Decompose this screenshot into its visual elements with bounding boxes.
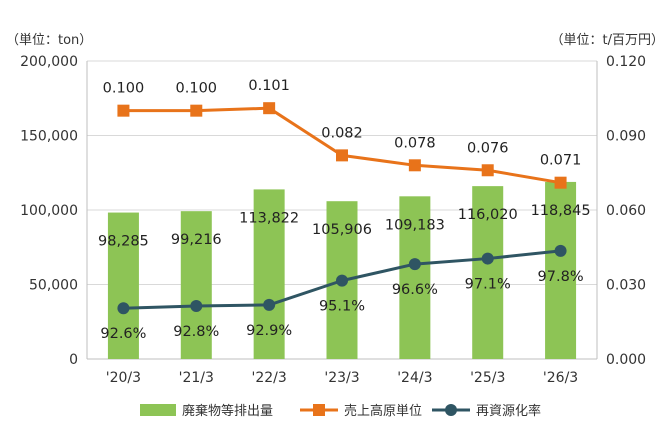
y-left-tick-label: 100,000 [20,203,78,219]
y-right-tick-label: 0.090 [606,129,646,145]
line-series [117,102,567,315]
y-right-tick-label: 0.000 [606,352,646,368]
y-left-tick-label: 200,000 [20,54,78,70]
data-label-bar: 113,822 [239,210,299,226]
bar [472,186,504,359]
data-label-bar: 109,183 [385,217,445,233]
legend-label: 廃棄物等排出量 [182,403,273,419]
x-tick-label: '26/3 [543,370,578,386]
point-marker [481,164,494,177]
x-tick-label: '25/3 [470,370,505,386]
bar [545,181,577,359]
bar [253,189,285,359]
x-tick-label: '23/3 [324,370,359,386]
data-label-recycle: 97.1% [465,277,511,293]
data-label-bar: 105,906 [312,222,372,238]
data-label-recycle: 95.1% [319,299,365,315]
data-label-recycle: 92.9% [246,323,292,339]
data-label-bar: 118,845 [531,203,591,219]
bars-waste-output [107,181,577,359]
data-label-unit: 0.076 [467,140,509,156]
y-left-tick-label: 150,000 [20,129,78,145]
data-label-unit: 0.100 [103,81,145,97]
point-marker [336,274,348,287]
data-label-unit: 0.100 [176,81,218,97]
data-labels: 98,285 99,216 113,822 105,906 109,183 116,020… [98,78,591,342]
legend-label: 再資源化率 [476,403,541,419]
data-label-bar: 98,285 [98,234,149,250]
data-label-recycle: 97.8% [538,269,584,285]
point-marker [408,258,421,271]
x-tick-label: '24/3 [397,370,432,386]
bar [180,211,212,359]
y-left-tick-label: 0 [69,352,78,368]
data-label-unit: 0.071 [540,153,582,169]
point-marker [336,149,348,162]
point-marker [554,244,567,257]
data-label-unit: 0.082 [321,125,363,141]
data-label-recycle: 92.6% [100,326,146,342]
data-label-bar: 116,020 [458,207,518,223]
legend-swatch-bar [140,404,176,416]
right-axis-unit: （単位：t/百万円） [551,32,664,48]
y-left-tick-label: 50,000 [29,278,78,294]
axes: 0 50,000 100,000 150,000 200,000 0.000 0.030 0.… [20,54,646,386]
point-marker [481,252,494,265]
data-label-unit: 0.078 [394,135,436,151]
left-axis-unit: （単位：ton） [6,32,92,48]
point-marker [554,176,567,189]
point-marker [263,298,276,311]
legend-swatch-marker [313,404,325,416]
bar [399,196,431,359]
data-label-recycle: 96.6% [392,282,438,298]
bar [107,212,139,359]
data-label-unit: 0.101 [248,78,290,94]
y-right-tick-label: 0.060 [606,203,646,219]
y-right-tick-label: 0.120 [606,54,646,70]
data-label-bar: 99,216 [171,232,222,248]
point-marker [117,104,130,117]
y-right-tick-label: 0.030 [606,278,646,294]
point-marker [263,102,276,115]
x-tick-label: '22/3 [251,370,286,386]
point-marker [117,302,130,315]
x-tick-label: '20/3 [106,370,141,386]
point-marker [190,104,203,117]
point-marker [408,159,421,172]
legend-label: 売上高原単位 [344,403,422,419]
point-marker [190,300,203,313]
legend: 廃棄物等排出量 売上高原単位 再資源化率 [140,403,541,419]
x-tick-label: '21/3 [179,370,214,386]
data-label-recycle: 92.8% [173,324,219,340]
legend-swatch-marker [445,404,457,416]
